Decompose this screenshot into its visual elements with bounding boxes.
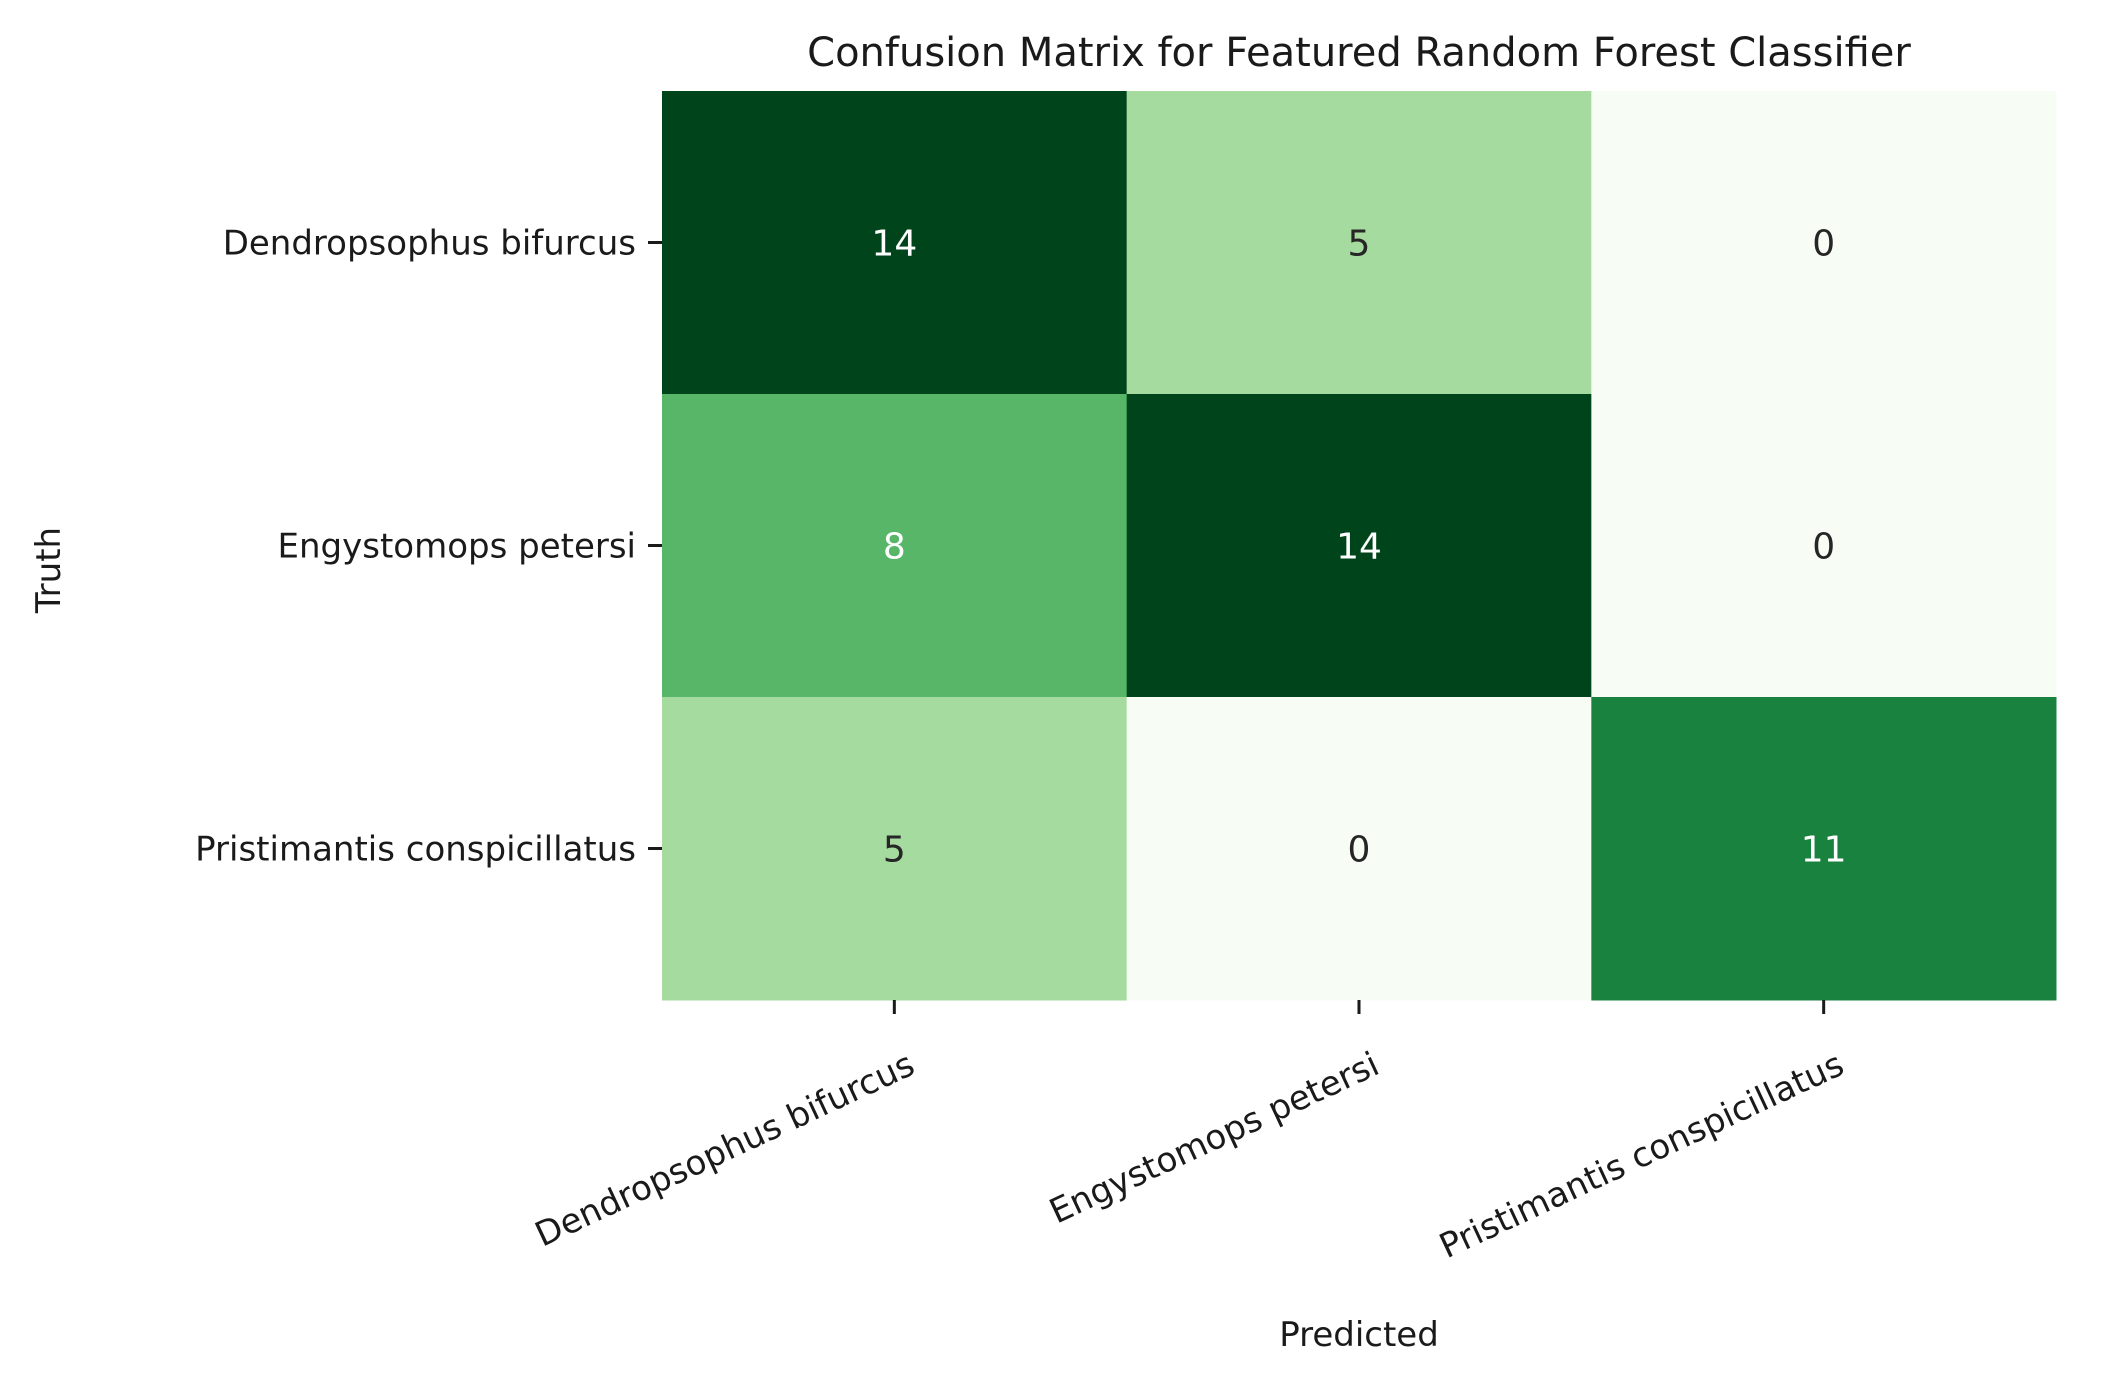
heatmap-cell-r1-c2 — [1591, 394, 2057, 698]
heatmap-cell-r2-c0 — [662, 697, 1128, 1001]
y-axis-label: Truth — [29, 527, 69, 614]
heatmap-cell-r0-c0 — [662, 91, 1128, 395]
x-tick-label-1: Engystomops petersi — [1043, 1044, 1385, 1232]
heatmap-cell-value-r0-c2: 0 — [1812, 224, 1835, 265]
heatmap-cell-value-r1-c1: 14 — [1336, 527, 1382, 568]
heatmap-cells — [662, 91, 2057, 1001]
heatmap-cell-r2-c1 — [1126, 697, 1592, 1001]
heatmap-cell-value-r0-c1: 5 — [1348, 224, 1371, 265]
heatmap-cell-r0-c2 — [1591, 91, 2057, 395]
heatmap-cell-labels: 14 5 0 8 14 0 5 0 11 — [871, 224, 1846, 871]
y-axis: Dendropsophus bifurcus Engystomops peters… — [195, 224, 662, 870]
chart-title: Confusion Matrix for Featured Random For… — [807, 30, 1911, 76]
x-tick-label-0: Dendropsophus bifurcus — [529, 1044, 920, 1255]
heatmap-cell-value-r2-c2: 11 — [1801, 830, 1847, 871]
x-tick-label-2: Pristimantis conspicillatus — [1433, 1044, 1849, 1267]
y-tick-label-0: Dendropsophus bifurcus — [223, 224, 636, 264]
y-tick-label-1: Engystomops petersi — [278, 527, 637, 567]
heatmap-cell-value-r1-c0: 8 — [883, 527, 906, 568]
heatmap-cell-value-r2-c1: 0 — [1348, 830, 1371, 871]
heatmap-cell-value-r1-c2: 0 — [1812, 527, 1835, 568]
heatmap-cell-value-r2-c0: 5 — [883, 830, 906, 871]
heatmap-cell-value-r0-c0: 14 — [871, 224, 917, 265]
heatmap-cell-r1-c1 — [1126, 394, 1592, 698]
heatmap-cell-r0-c1 — [1126, 91, 1592, 395]
heatmap-cell-r2-c2 — [1591, 697, 2057, 1001]
heatmap-cell-r1-c0 — [662, 394, 1128, 698]
x-axis-label: Predicted — [1279, 1315, 1439, 1355]
y-tick-label-2: Pristimantis conspicillatus — [195, 830, 636, 870]
x-axis: Dendropsophus bifurcus Engystomops peters… — [529, 1000, 1850, 1267]
